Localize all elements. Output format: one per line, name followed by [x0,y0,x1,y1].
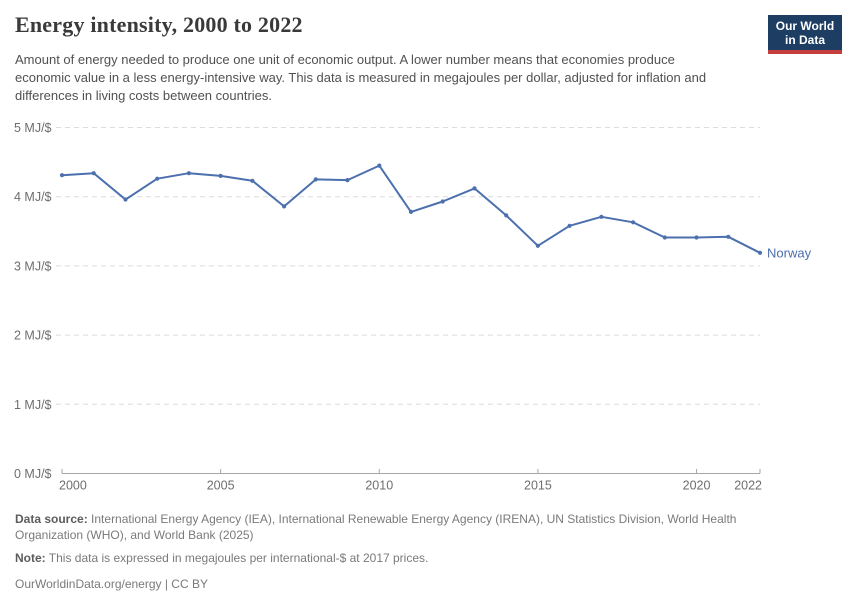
note-text: This data is expressed in megajoules per… [48,551,429,565]
data-point [345,178,350,183]
x-tick-label: 2010 [365,479,393,493]
data-point [662,235,667,240]
data-point [440,199,445,204]
data-point [91,171,96,176]
data-point [250,178,255,183]
y-tick-label: 1 MJ/$ [14,398,52,412]
series-line-norway [61,164,761,254]
note-label: Note: [15,551,46,565]
chart-subtitle: Amount of energy needed to produce one u… [15,52,707,103]
x-tick-label: 2022 [734,479,762,493]
data-point [155,176,160,181]
data-point [757,250,763,255]
x-tick-label: 2005 [207,479,235,493]
owid-logo: Our World in Data [768,15,842,54]
line-chart: 0 MJ/$ 1 MJ/$ 2 MJ/$ 3 MJ/$ 4 MJ/$ 5 MJ/$ 2000… [0,110,850,509]
owid-logo-line2: in Data [784,33,825,47]
note-line: Note: This data is expressed in megajoul… [15,550,793,566]
data-point [59,173,65,178]
line-chart-svg: 0 MJ/$ 1 MJ/$ 2 MJ/$ 3 MJ/$ 4 MJ/$ 5 MJ/$ 2000… [14,121,812,493]
data-point [377,163,382,168]
data-point [408,209,414,214]
data-point [504,213,509,218]
x-tick-label: 2015 [524,479,552,493]
data-source-label: Data source: [15,512,88,526]
data-point [218,173,223,178]
data-point [186,171,191,176]
data-point [631,220,636,225]
data-source-line: Data source: International Energy Agency… [15,511,793,543]
y-tick-label: 4 MJ/$ [14,190,52,204]
data-point [282,204,287,209]
data-point [313,177,318,182]
data-point [567,223,572,228]
series-label-norway: Norway [767,245,812,260]
data-point [472,186,477,191]
x-tick-label: 2000 [59,479,87,493]
owid-logo-line1: Our World [775,19,835,33]
y-tick-label: 0 MJ/$ [14,467,52,481]
data-point [123,197,128,202]
x-tick-label: 2020 [683,479,711,493]
data-point [694,235,699,240]
page-title: Energy intensity, 2000 to 2022 [15,12,303,37]
data-point [599,214,604,219]
y-tick-label: 3 MJ/$ [14,259,52,273]
data-source-text: International Energy Agency (IEA), Inter… [15,512,737,542]
citation-line: OurWorldinData.org/energy | CC BY [15,577,208,591]
y-tick-label: 2 MJ/$ [14,329,52,343]
data-point [535,243,541,248]
y-tick-label: 5 MJ/$ [14,121,52,135]
chart-footer: Data source: International Energy Agency… [15,511,793,592]
data-point [726,234,731,239]
